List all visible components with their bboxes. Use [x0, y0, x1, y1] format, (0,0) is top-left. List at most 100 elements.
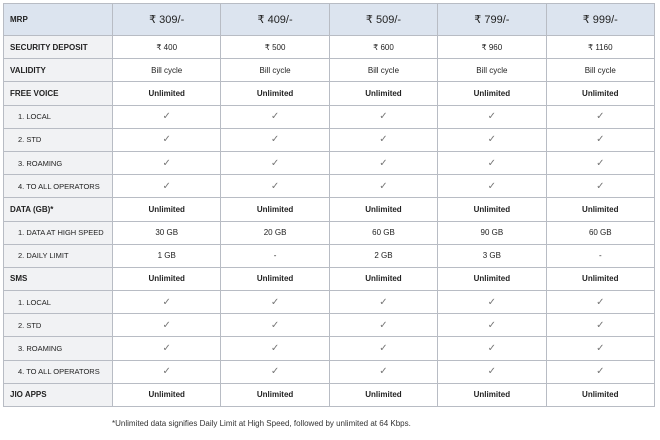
cell: ✓ — [437, 174, 547, 199]
cell: 60 GB — [328, 220, 439, 245]
row-label: 1. DATA AT HIGH SPEED — [3, 220, 113, 245]
cell: ✓ — [328, 174, 439, 199]
cell: ✓ — [220, 336, 330, 361]
cell: ✓ — [328, 290, 439, 315]
cell: ✓ — [220, 290, 330, 315]
cell: Unlimited — [111, 266, 222, 292]
row-label: 1. LOCAL — [3, 104, 113, 129]
row-label: 3. ROAMING — [3, 150, 113, 176]
cell: Bill cycle — [220, 58, 330, 83]
cell: ✓ — [111, 104, 222, 129]
row-label: 2. STD — [3, 127, 113, 152]
cell: ✓ — [111, 359, 222, 384]
table-row: 1. DATA AT HIGH SPEED 30 GB 20 GB 60 GB 90 G… — [3, 220, 656, 245]
table-row: 3. ROAMING ✓ ✓ ✓ ✓ ✓ — [3, 150, 656, 176]
cell: Unlimited — [437, 81, 547, 106]
price-header: ₹ 999/- — [545, 3, 656, 36]
cell: 3 GB — [437, 243, 547, 268]
cell: 2 GB — [328, 243, 439, 268]
row-label: 3. ROAMING — [3, 336, 113, 361]
table-row: DATA (GB)* Unlimited Unlimited Unlimited Unl… — [3, 197, 656, 222]
cell: ₹ 1160 — [545, 34, 656, 60]
cell: Unlimited — [328, 81, 439, 106]
cell: ₹ 500 — [220, 34, 330, 60]
cell: ✓ — [111, 150, 222, 176]
cell: Unlimited — [328, 197, 439, 222]
table-row: 2. DAILY LIMIT 1 GB -2 GB 3 GB - — [3, 243, 656, 268]
header-row: MRP ₹ 309/- ₹ 409/- ₹ 509/- ₹ 799/- ₹ 999/- — [3, 3, 656, 36]
cell: Unlimited — [220, 382, 330, 408]
row-label: 2. DAILY LIMIT — [3, 243, 113, 268]
cell: Bill cycle — [437, 58, 547, 83]
row-label: 2. STD — [3, 313, 113, 338]
table-row: SECURITY DEPOSIT ₹ 400 ₹ 500 ₹ 600 ₹ 960 ₹ 11… — [3, 34, 656, 60]
cell: ✓ — [111, 127, 222, 152]
cell: ✓ — [545, 359, 656, 384]
cell: ✓ — [437, 336, 547, 361]
cell: ✓ — [545, 290, 656, 315]
cell: Unlimited — [111, 197, 222, 222]
price-header: ₹ 309/- — [111, 3, 222, 36]
cell: ✓ — [437, 359, 547, 384]
row-header: MRP — [3, 3, 113, 36]
cell: ✓ — [328, 359, 439, 384]
cell: Unlimited — [328, 266, 439, 292]
cell: 1 GB — [111, 243, 222, 268]
cell: - — [545, 243, 656, 268]
cell: ✓ — [437, 290, 547, 315]
cell: ✓ — [545, 336, 656, 361]
cell: ✓ — [220, 104, 330, 129]
cell: Bill cycle — [328, 58, 439, 83]
cell: ✓ — [328, 313, 439, 338]
plan-table: MRP ₹ 309/- ₹ 409/- ₹ 509/- ₹ 799/- ₹ 999/- SE… — [3, 3, 656, 408]
table-row: 1. LOCAL ✓ ✓ ✓ ✓ ✓ — [3, 104, 656, 129]
footnote: *Unlimited data signifies Daily Limit at… — [112, 419, 411, 428]
cell: Bill cycle — [111, 58, 222, 83]
cell: Unlimited — [220, 266, 330, 292]
cell: ✓ — [220, 174, 330, 199]
cell: 90 GB — [437, 220, 547, 245]
price-header: ₹ 409/- — [220, 3, 330, 36]
table-row: FREE VOICE Unlimited Unlimited Unlimited Unl… — [3, 81, 656, 106]
cell: ✓ — [111, 313, 222, 338]
cell: Unlimited — [545, 81, 656, 106]
cell: ✓ — [437, 127, 547, 152]
table-row: 1. LOCAL ✓ ✓ ✓ ✓ ✓ — [3, 290, 656, 315]
table-row: 3. ROAMING ✓ ✓ ✓ ✓ ✓ — [3, 336, 656, 361]
cell: ✓ — [328, 150, 439, 176]
cell: ✓ — [437, 313, 547, 338]
cell: ₹ 400 — [111, 34, 222, 60]
cell: Unlimited — [111, 81, 222, 106]
table-row: 4. TO ALL OPERATORS ✓ ✓ ✓ ✓ ✓ — [3, 359, 656, 384]
cell: ✓ — [111, 174, 222, 199]
table-row: 2. STD ✓ ✓ ✓ ✓ ✓ — [3, 127, 656, 152]
price-header: ₹ 799/- — [437, 3, 547, 36]
cell: Unlimited — [220, 197, 330, 222]
cell: 60 GB — [545, 220, 656, 245]
table-row: VALIDITY Bill cycle Bill cycle Bill cycle Bi… — [3, 58, 656, 83]
cell: ₹ 600 — [328, 34, 439, 60]
table-row: SMS Unlimited Unlimited Unlimited Unlimited U… — [3, 266, 656, 292]
table-row: 2. STD ✓ ✓ ✓ ✓ ✓ — [3, 313, 656, 338]
cell: ✓ — [545, 174, 656, 199]
cell: Unlimited — [437, 382, 547, 408]
table-row: 4. TO ALL OPERATORS ✓ ✓ ✓ ✓ ✓ — [3, 174, 656, 199]
cell: Unlimited — [220, 81, 330, 106]
cell: ✓ — [220, 150, 330, 176]
cell: ₹ 960 — [437, 34, 547, 60]
cell: ✓ — [545, 313, 656, 338]
cell: ✓ — [220, 359, 330, 384]
cell: ✓ — [328, 127, 439, 152]
row-label: VALIDITY — [3, 58, 113, 83]
cell: ✓ — [545, 104, 656, 129]
cell: Unlimited — [437, 197, 547, 222]
cell: ✓ — [111, 290, 222, 315]
row-label: 4. TO ALL OPERATORS — [3, 174, 113, 199]
row-label: JIO APPS — [3, 382, 113, 408]
cell: Unlimited — [111, 382, 222, 408]
cell: ✓ — [111, 336, 222, 361]
cell: Unlimited — [328, 382, 439, 408]
cell: ✓ — [220, 127, 330, 152]
cell: 30 GB — [111, 220, 222, 245]
row-label: 4. TO ALL OPERATORS — [3, 359, 113, 384]
